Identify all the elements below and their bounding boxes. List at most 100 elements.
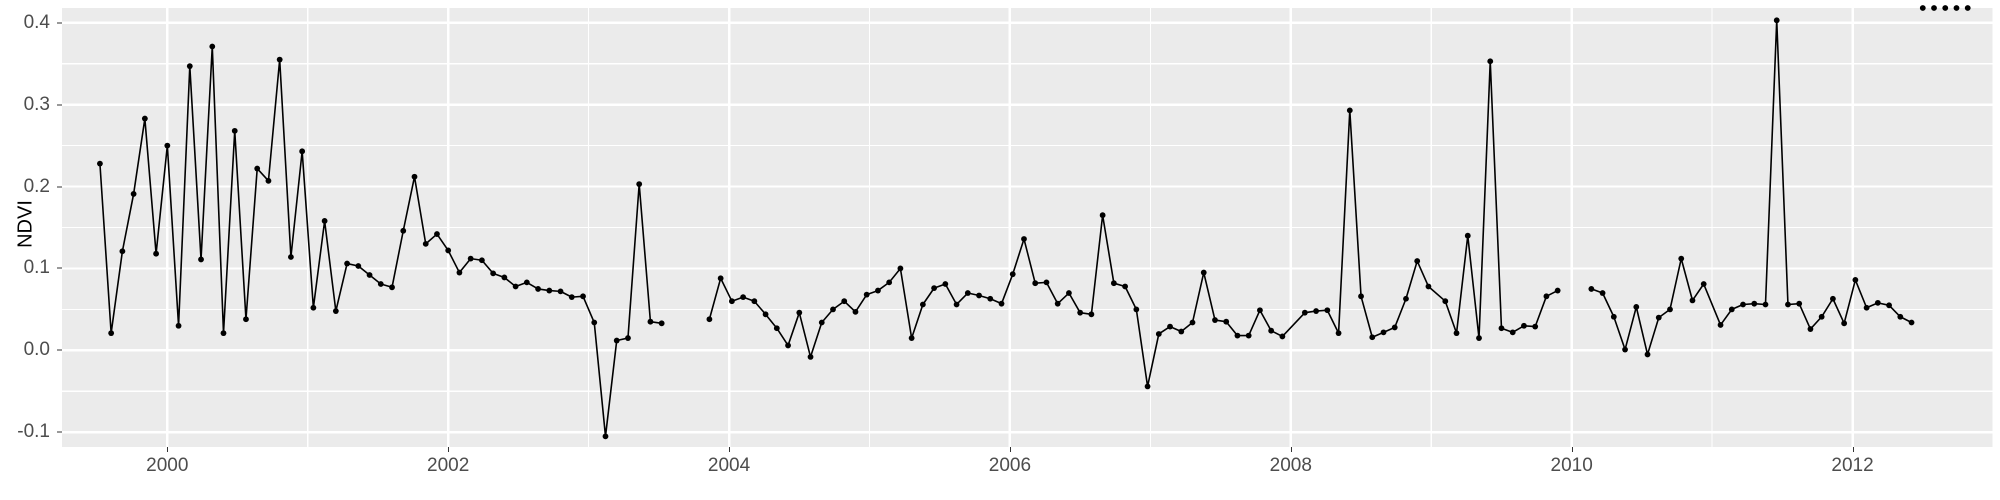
- data-point: [1358, 293, 1364, 300]
- data-point: [852, 308, 859, 315]
- data-point: [557, 288, 564, 295]
- data-point: [366, 272, 373, 278]
- data-point: [998, 300, 1005, 307]
- data-point: [875, 287, 881, 294]
- data-point: [717, 275, 724, 282]
- data-point: [1245, 332, 1252, 339]
- data-point: [1874, 299, 1881, 306]
- data-point: [613, 337, 620, 344]
- data-point: [254, 165, 261, 172]
- data-point: [931, 285, 938, 292]
- x-tick-label: 2012: [1831, 455, 1874, 476]
- data-point: [897, 265, 904, 272]
- data-point: [1133, 306, 1140, 313]
- data-point: [647, 318, 654, 325]
- data-point: [919, 301, 926, 308]
- data-point: [751, 298, 758, 305]
- x-tick-label: 2008: [1269, 455, 1312, 476]
- data-point: [602, 433, 609, 440]
- data-point: [841, 298, 848, 305]
- x-tick-mark: [1852, 447, 1854, 452]
- data-point: [1830, 295, 1836, 302]
- data-point: [1762, 301, 1769, 308]
- data-point: [1487, 58, 1494, 65]
- data-point: [1279, 333, 1286, 340]
- data-point: [1588, 286, 1595, 292]
- data-point: [220, 330, 227, 337]
- data-point: [1689, 297, 1696, 304]
- data-point: [1088, 311, 1095, 318]
- data-point: [1953, 5, 1960, 11]
- y-tick-mark: [57, 431, 62, 433]
- data-point: [523, 279, 530, 286]
- data-point: [1324, 307, 1331, 314]
- data-point: [1610, 313, 1617, 320]
- data-point: [796, 309, 803, 316]
- data-point: [1773, 17, 1780, 24]
- data-point: [1964, 5, 1971, 11]
- data-point: [243, 316, 249, 323]
- data-point: [625, 335, 631, 341]
- data-point: [209, 43, 216, 50]
- data-point: [953, 301, 960, 308]
- data-point: [1189, 319, 1196, 326]
- data-point: [1700, 281, 1707, 287]
- data-point: [321, 218, 328, 224]
- data-point: [1043, 279, 1050, 286]
- y-tick-label: 0.1: [23, 257, 50, 279]
- data-point: [580, 293, 586, 300]
- data-point: [231, 127, 238, 134]
- y-tick-label: -0.1: [17, 421, 50, 443]
- data-point: [344, 260, 350, 267]
- data-point: [1785, 301, 1791, 308]
- data-point: [1796, 300, 1803, 307]
- data-point: [512, 283, 519, 290]
- x-tick-mark: [167, 447, 169, 452]
- data-point: [1532, 323, 1539, 330]
- data-point: [1313, 308, 1319, 314]
- data-layer: [97, 5, 1971, 440]
- data-point: [942, 281, 949, 287]
- data-point: [1728, 306, 1735, 313]
- x-tick-mark: [1009, 447, 1011, 452]
- data-point: [1110, 280, 1117, 287]
- data-point: [1509, 329, 1516, 336]
- data-point: [1667, 306, 1673, 313]
- data-point: [108, 330, 115, 337]
- data-point: [1931, 5, 1937, 11]
- data-point: [728, 298, 735, 305]
- series-line: [708, 60, 1559, 388]
- data-point: [1178, 328, 1185, 335]
- data-point: [141, 115, 148, 122]
- data-point: [830, 306, 836, 313]
- data-point: [411, 173, 418, 180]
- data-point: [1200, 269, 1207, 276]
- data-point: [863, 291, 870, 298]
- data-point: [1599, 290, 1606, 296]
- data-point: [1942, 5, 1949, 11]
- data-point: [1335, 330, 1342, 337]
- data-point: [908, 335, 915, 341]
- data-point: [1644, 351, 1651, 358]
- data-point: [1886, 302, 1892, 309]
- y-tick-label: 0.4: [23, 11, 50, 33]
- data-point: [355, 263, 362, 269]
- data-point: [490, 270, 497, 277]
- data-point: [175, 322, 182, 329]
- data-point: [1751, 300, 1758, 307]
- data-point: [1740, 301, 1746, 308]
- data-point: [591, 319, 598, 326]
- data-point: [276, 56, 283, 63]
- data-point: [467, 255, 474, 262]
- data-point: [1099, 212, 1106, 219]
- x-tick-label: 2002: [427, 455, 470, 476]
- y-tick-mark: [57, 267, 62, 269]
- data-point: [1807, 326, 1814, 332]
- data-point: [1223, 318, 1230, 325]
- data-point: [1234, 332, 1241, 339]
- data-point: [434, 231, 440, 237]
- data-point: [987, 295, 994, 302]
- data-point: [1054, 300, 1061, 307]
- data-point: [332, 308, 339, 314]
